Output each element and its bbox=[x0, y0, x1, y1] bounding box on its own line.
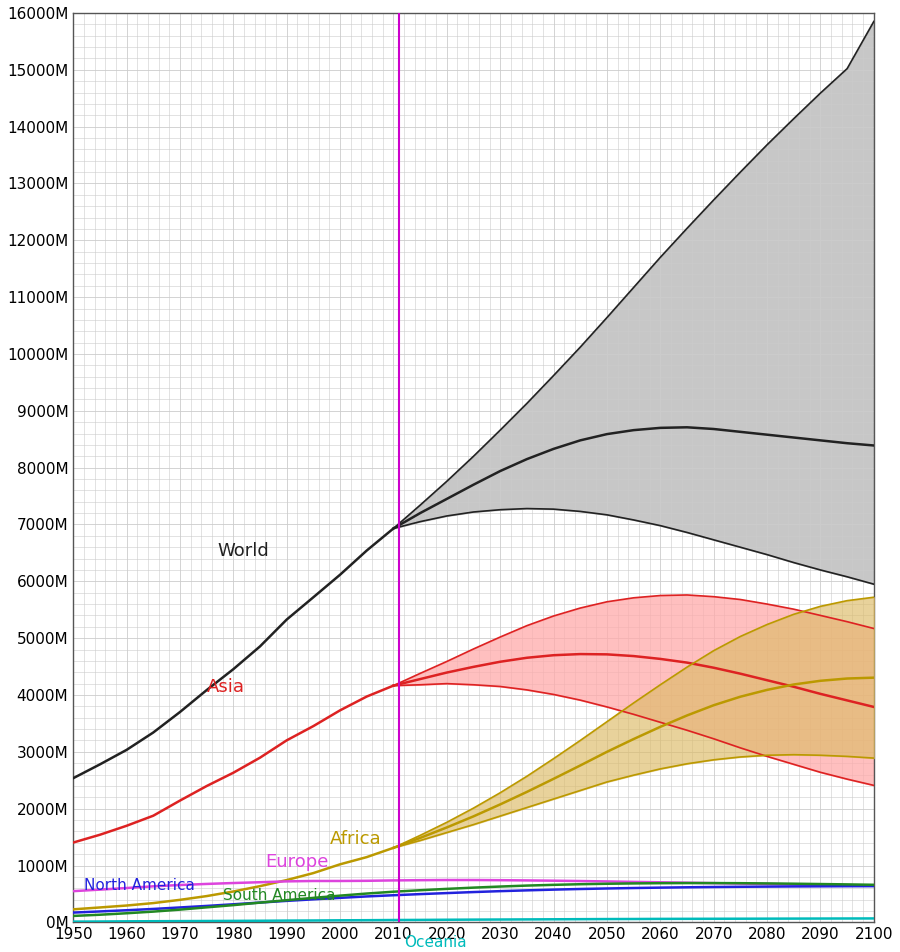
Text: Asia: Asia bbox=[207, 678, 245, 696]
Text: South America: South America bbox=[222, 888, 335, 903]
Text: North America: North America bbox=[84, 878, 194, 893]
Text: Oceania: Oceania bbox=[404, 935, 467, 950]
Text: Europe: Europe bbox=[266, 853, 328, 871]
Text: Africa: Africa bbox=[329, 830, 381, 848]
Text: World: World bbox=[217, 542, 269, 560]
